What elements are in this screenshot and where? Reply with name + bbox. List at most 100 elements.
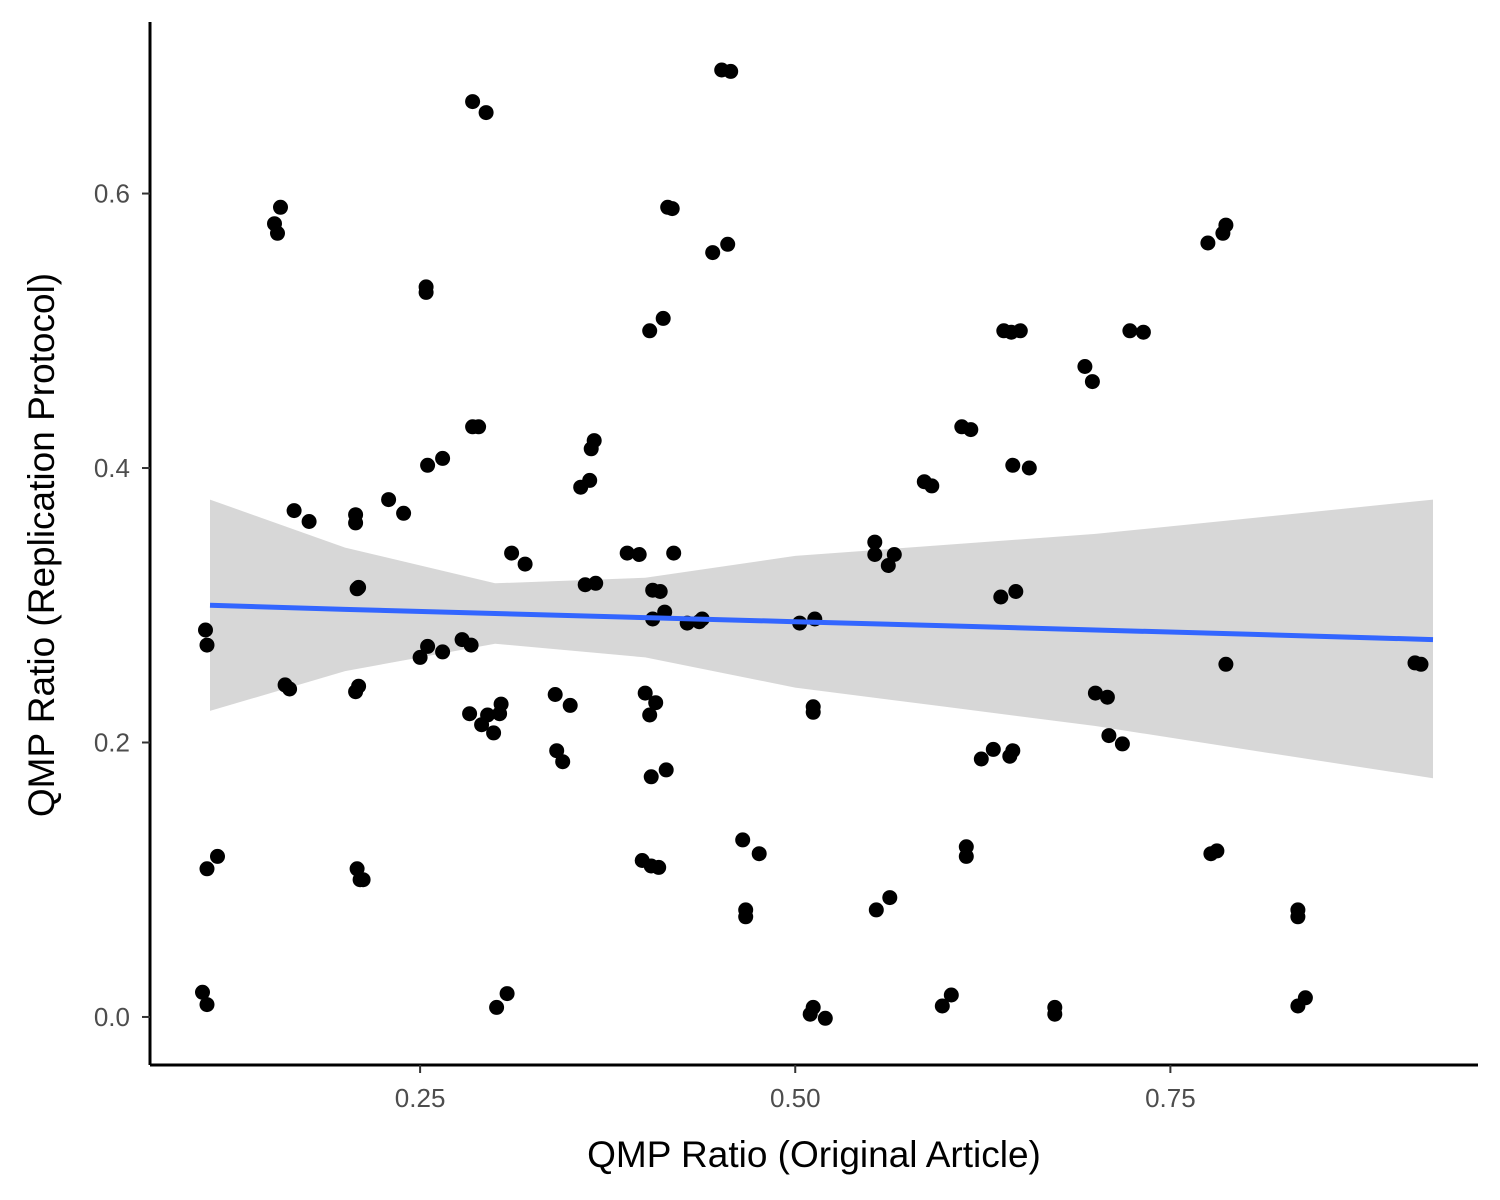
data-point (195, 984, 210, 1000)
data-point (462, 706, 478, 722)
data-point (582, 472, 598, 488)
data-point (735, 832, 751, 848)
x-axis-title: QMP Ratio (Original Article) (587, 1134, 1041, 1175)
data-point (273, 199, 288, 215)
data-point (1200, 235, 1216, 251)
data-point (880, 558, 896, 573)
data-point (985, 741, 1001, 757)
data-point (1114, 736, 1130, 752)
data-point (1077, 359, 1093, 374)
data-point (1135, 324, 1151, 340)
data-point (993, 589, 1009, 605)
data-point (631, 547, 647, 562)
data-point (198, 622, 213, 638)
data-point (643, 769, 659, 785)
data-point (1209, 843, 1225, 859)
data-point (1218, 217, 1234, 233)
data-point (805, 999, 821, 1015)
data-point (463, 637, 479, 653)
data-point (1087, 685, 1103, 701)
data-point (943, 987, 959, 1003)
data-point (586, 433, 602, 449)
data-point (381, 492, 397, 508)
x-tick-labels: 0.25 0.50 0.75 (395, 1065, 1196, 1113)
data-point (435, 644, 451, 660)
data-point (489, 999, 505, 1015)
data-point (619, 545, 635, 561)
data-point (351, 678, 367, 694)
data-point (963, 422, 979, 438)
data-point (504, 545, 520, 561)
data-point (517, 556, 533, 572)
data-point (199, 997, 215, 1013)
data-point (286, 503, 302, 519)
data-point (1021, 460, 1037, 476)
data-point (199, 861, 215, 877)
data-point (882, 890, 898, 906)
x-tick-label: 0.75 (1145, 1083, 1196, 1113)
data-point (651, 859, 667, 875)
data-point (1122, 323, 1138, 339)
data-point (493, 696, 509, 712)
data-point (547, 687, 563, 702)
data-point (210, 848, 225, 864)
y-tick-label: 0.2 (94, 727, 130, 757)
data-point (655, 310, 671, 326)
data-point (664, 201, 680, 217)
y-tick-label: 0.6 (94, 179, 130, 209)
data-point (465, 94, 481, 110)
data-point (420, 457, 436, 473)
data-point (1099, 689, 1115, 705)
data-point (499, 986, 515, 1002)
data-point (1413, 656, 1429, 672)
data-point (555, 754, 571, 770)
data-point (642, 707, 658, 723)
data-point (1008, 584, 1024, 599)
x-tick-label: 0.25 (395, 1083, 446, 1113)
data-point (648, 695, 664, 711)
data-point (1290, 909, 1306, 925)
y-axis-title: QMP Ratio (Replication Protocol) (21, 273, 62, 817)
data-point (301, 514, 317, 529)
data-point (723, 63, 739, 79)
data-point (1101, 728, 1117, 744)
data-point (1084, 374, 1100, 390)
data-point (705, 245, 721, 261)
y-tick-label: 0.0 (94, 1002, 130, 1032)
trend-line (209, 602, 1434, 643)
data-point (435, 450, 451, 466)
data-point (1012, 323, 1028, 339)
axes (148, 22, 1478, 1067)
data-point (351, 579, 367, 595)
data-point (1005, 743, 1021, 759)
x-tick-label: 0.50 (770, 1083, 821, 1113)
data-point (588, 575, 604, 591)
data-point (355, 872, 371, 888)
data-point (471, 419, 487, 435)
data-point (562, 697, 578, 713)
data-point (867, 534, 883, 550)
data-point (282, 681, 298, 697)
data-point (652, 584, 668, 599)
data-point (396, 505, 412, 521)
data-point (666, 545, 682, 561)
data-point (1047, 1006, 1063, 1022)
data-point (480, 707, 496, 723)
data-point (637, 685, 653, 701)
data-point (549, 743, 565, 759)
data-point (486, 725, 502, 741)
confidence-band-area (210, 499, 1433, 779)
data-point (1218, 656, 1234, 672)
data-point (973, 751, 989, 767)
data-point (1005, 457, 1021, 473)
data-point (658, 762, 674, 778)
data-point (805, 699, 821, 715)
data-point (817, 1010, 833, 1026)
data-point (886, 547, 902, 562)
data-point (867, 547, 883, 562)
y-tick-label: 0.4 (94, 453, 130, 483)
data-point (199, 637, 215, 653)
data-point (348, 515, 364, 531)
data-point (924, 478, 940, 494)
